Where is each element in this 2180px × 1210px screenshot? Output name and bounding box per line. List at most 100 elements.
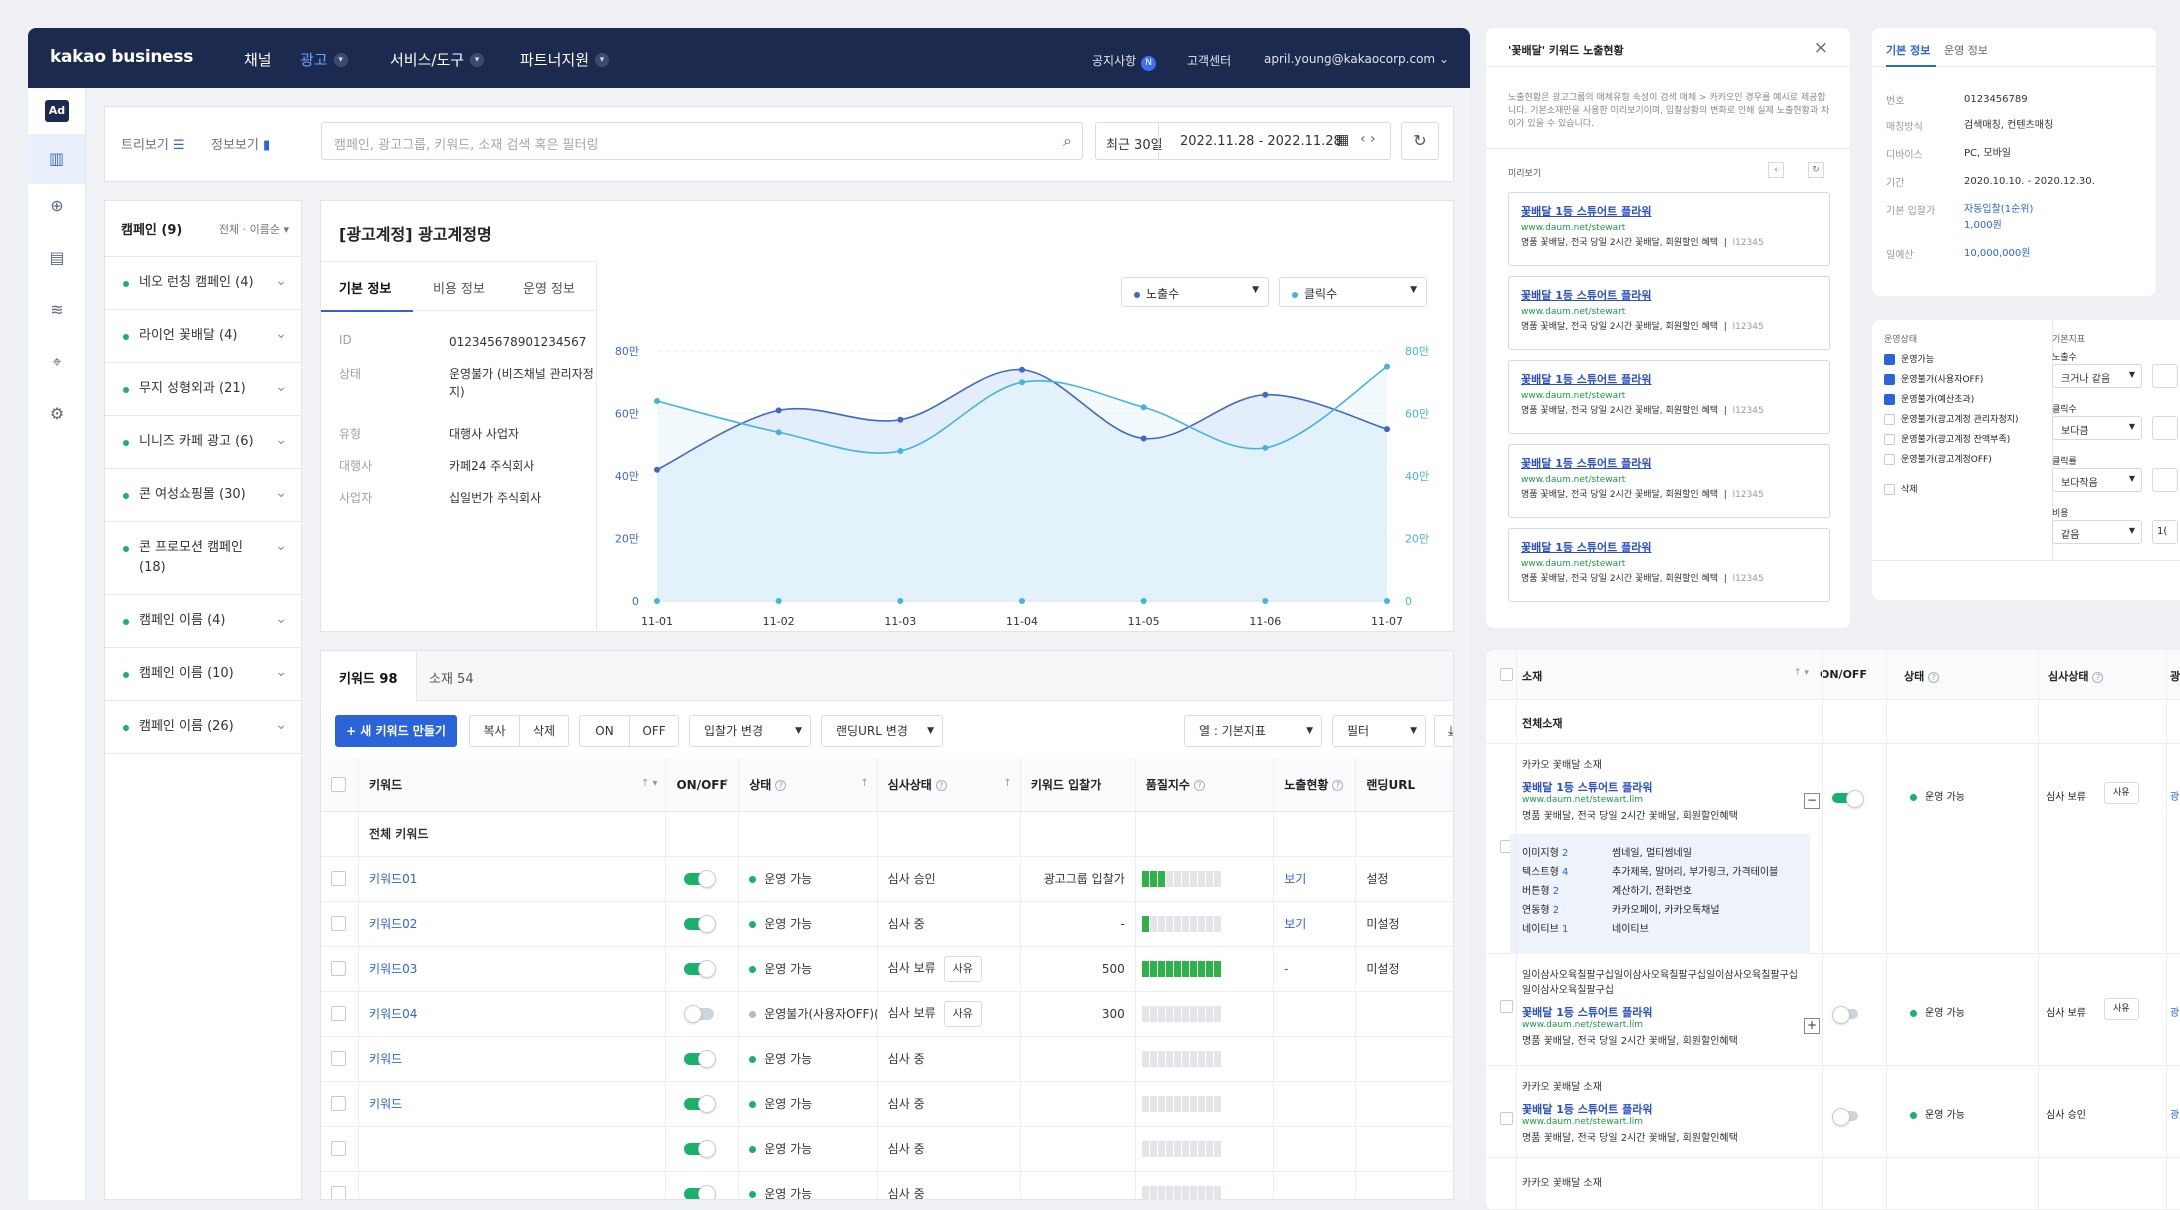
chevron-down-icon[interactable]: ⌄ <box>275 611 287 627</box>
nav-menu-services[interactable]: 서비스/도구 ▾ <box>390 49 485 70</box>
keyword-link[interactable]: 키워드 <box>369 1052 403 1066</box>
metric-left-select[interactable]: 노출수 ▼ <box>1121 277 1269 307</box>
tab-basic-info[interactable]: 기본 정보 <box>339 282 392 297</box>
column-header[interactable]: ON/OFF ↑ <box>665 759 740 812</box>
row-checkbox[interactable] <box>1500 1112 1513 1125</box>
keyword-link[interactable]: 키워드01 <box>369 872 418 886</box>
tree-view-button[interactable]: 트리보기 ☰ <box>121 134 185 153</box>
expand-column-link[interactable]: 광 <box>2170 1110 2180 1121</box>
reason-button[interactable]: 사유 <box>2104 782 2139 804</box>
bid-change-select[interactable]: 입찰가 변경 ▼ <box>689 715 811 747</box>
help-icon[interactable]: ? <box>935 780 947 792</box>
ad-title-link[interactable]: 꽃배달 1등 스튜어트 플라워 <box>1521 373 1652 386</box>
campaign-item[interactable]: 니니즈 카페 광고 (6) ⌄ <box>105 416 301 469</box>
nav-menu-ads[interactable]: 광고 ▾ <box>300 49 348 70</box>
status-checkbox-item[interactable]: 운영불가(예산초과) <box>1884 392 1974 405</box>
reason-button[interactable]: 사유 <box>943 955 982 982</box>
status-checkbox-item[interactable]: 운영불가(광고계정OFF) <box>1884 452 1992 465</box>
status-checkbox-item[interactable]: 운영가능 <box>1884 352 1934 365</box>
status-checkbox[interactable] <box>1884 354 1895 365</box>
campaign-item[interactable]: 콘 프로모션 캠페인 (18) ⌄ <box>105 522 301 595</box>
status-checkbox[interactable] <box>1884 454 1895 465</box>
on-off-toggle[interactable] <box>684 915 717 933</box>
delete-checkbox-item[interactable]: 삭제 <box>1884 482 1918 495</box>
sort-icon[interactable]: ↑ <box>721 778 731 789</box>
column-header[interactable]: 광 <box>2170 670 2180 683</box>
on-off-toggle[interactable] <box>684 1140 717 1158</box>
layers-icon[interactable]: ≋ <box>50 300 64 319</box>
keyword-link[interactable]: 키워드03 <box>369 962 418 976</box>
add-circle-icon[interactable]: ⊕ <box>50 196 64 215</box>
tab-basic-info[interactable]: 기본 정보 <box>1886 44 1931 57</box>
search-icon[interactable]: ⌕ <box>1063 131 1072 150</box>
exposure-link[interactable]: - <box>1284 961 1289 976</box>
column-header[interactable]: 상태? ↑ <box>738 759 878 812</box>
select-all-checkbox[interactable] <box>1500 668 1513 681</box>
status-checkbox-item[interactable]: 운영불가(사용자OFF) <box>1884 372 1983 385</box>
on-off-toggle[interactable] <box>684 870 717 888</box>
column-header[interactable]: 품질지수? <box>1135 759 1275 812</box>
campaign-item[interactable]: 네오 런칭 캠페인 (4) ⌄ <box>105 257 301 310</box>
account-menu[interactable]: april.young@kakaocorp.com ⌄ <box>1264 52 1449 66</box>
collapse-button[interactable]: − <box>1804 793 1820 809</box>
metric-value-input[interactable] <box>2152 364 2178 388</box>
date-range-picker[interactable]: 최근 30일 2022.11.28 - 2022.11.28 ▦ ‹ › <box>1095 122 1391 160</box>
status-checkbox[interactable] <box>1884 374 1895 385</box>
campaign-item[interactable]: 캠페인 이름 (10) ⌄ <box>105 648 301 701</box>
chevron-down-icon[interactable]: ⌄ <box>275 717 287 733</box>
chevron-down-icon[interactable]: ⌄ <box>275 379 287 395</box>
row-checkbox[interactable] <box>331 1006 346 1021</box>
download-button[interactable]: ⤓ <box>1434 715 1453 747</box>
chevron-down-icon[interactable]: ⌄ <box>275 326 287 342</box>
settings-gear-icon[interactable]: ⚙ <box>49 404 65 423</box>
ad-title-link[interactable]: 꽃배달 1등 스튜어트 플라워 <box>1521 289 1652 302</box>
search-input[interactable]: 캠페인, 광고그룹, 키워드, 소재 검색 혹은 필터링 ⌕ <box>321 122 1083 160</box>
ad-title-link[interactable]: 꽃배달 1등 스튜어트 플라워 <box>1521 205 1652 218</box>
column-header[interactable]: 랜딩URL <box>1355 759 1453 812</box>
refresh-button[interactable]: ↻ <box>1401 122 1439 160</box>
material-title-link[interactable]: 꽃배달 1등 스튜어트 플라워 <box>1522 1103 1653 1116</box>
on-off-toggle[interactable] <box>684 1185 717 1199</box>
expand-column-link[interactable]: 광 <box>2170 792 2180 803</box>
metric-operator-select[interactable]: 보다큼 ▼ <box>2052 416 2142 440</box>
info-view-button[interactable]: 정보보기 ▮ <box>211 134 270 153</box>
off-button[interactable]: OFF <box>629 715 679 747</box>
close-icon[interactable]: × <box>1813 38 1828 58</box>
campaign-item[interactable]: 캠페인 이름 (4) ⌄ <box>105 595 301 648</box>
column-header[interactable]: ON/OFF <box>1820 668 1867 681</box>
column-header[interactable]: 상태? <box>1904 668 1940 684</box>
reason-button[interactable]: 사유 <box>2104 998 2139 1020</box>
chevron-down-icon[interactable]: ⌄ <box>275 485 287 501</box>
row-checkbox[interactable] <box>331 961 346 976</box>
metric-value-input[interactable]: 1( <box>2152 520 2178 544</box>
status-checkbox-item[interactable]: 운영불가(광고계정 잔액부족) <box>1884 432 2010 445</box>
delete-checkbox[interactable] <box>1884 484 1895 495</box>
sort-icon[interactable]: ↑ <box>1003 778 1012 789</box>
chevron-down-icon[interactable]: ⌄ <box>275 273 287 289</box>
row-checkbox[interactable] <box>331 1141 346 1156</box>
refresh-preview-button[interactable]: ↻ <box>1808 162 1824 178</box>
column-header[interactable]: 소재 <box>1522 670 1543 683</box>
on-off-toggle[interactable] <box>684 960 717 978</box>
on-off-toggle[interactable] <box>1832 1005 1858 1024</box>
row-checkbox[interactable] <box>331 1051 346 1066</box>
metric-operator-select[interactable]: 크거나 같음 ▼ <box>2052 364 2142 388</box>
tab-materials[interactable]: 소재 54 <box>429 672 474 687</box>
prev-next-icon[interactable]: ‹ › <box>1360 131 1376 147</box>
keyword-link[interactable]: 키워드02 <box>369 917 418 931</box>
delete-button[interactable]: 삭제 <box>519 715 569 747</box>
metric-value-input[interactable] <box>2152 416 2178 440</box>
expand-button[interactable]: + <box>1804 1018 1820 1034</box>
metric-right-select[interactable]: 클릭수 ▼ <box>1279 277 1427 307</box>
chevron-down-icon[interactable]: ⌄ <box>275 664 287 680</box>
exposure-link[interactable]: 보기 <box>1284 872 1307 886</box>
sort-icon[interactable]: ↑ <box>860 778 869 789</box>
ad-title-link[interactable]: 꽃배달 1등 스튜어트 플라워 <box>1521 541 1652 554</box>
on-button[interactable]: ON <box>579 715 629 747</box>
campaign-item[interactable]: 라이언 꽃배달 (4) ⌄ <box>105 310 301 363</box>
row-checkbox[interactable] <box>1500 1000 1513 1013</box>
row-checkbox[interactable] <box>331 871 346 886</box>
row-checkbox[interactable] <box>331 1186 346 1199</box>
tab-cost-info[interactable]: 비용 정보 <box>433 282 485 297</box>
status-checkbox[interactable] <box>1884 434 1895 445</box>
